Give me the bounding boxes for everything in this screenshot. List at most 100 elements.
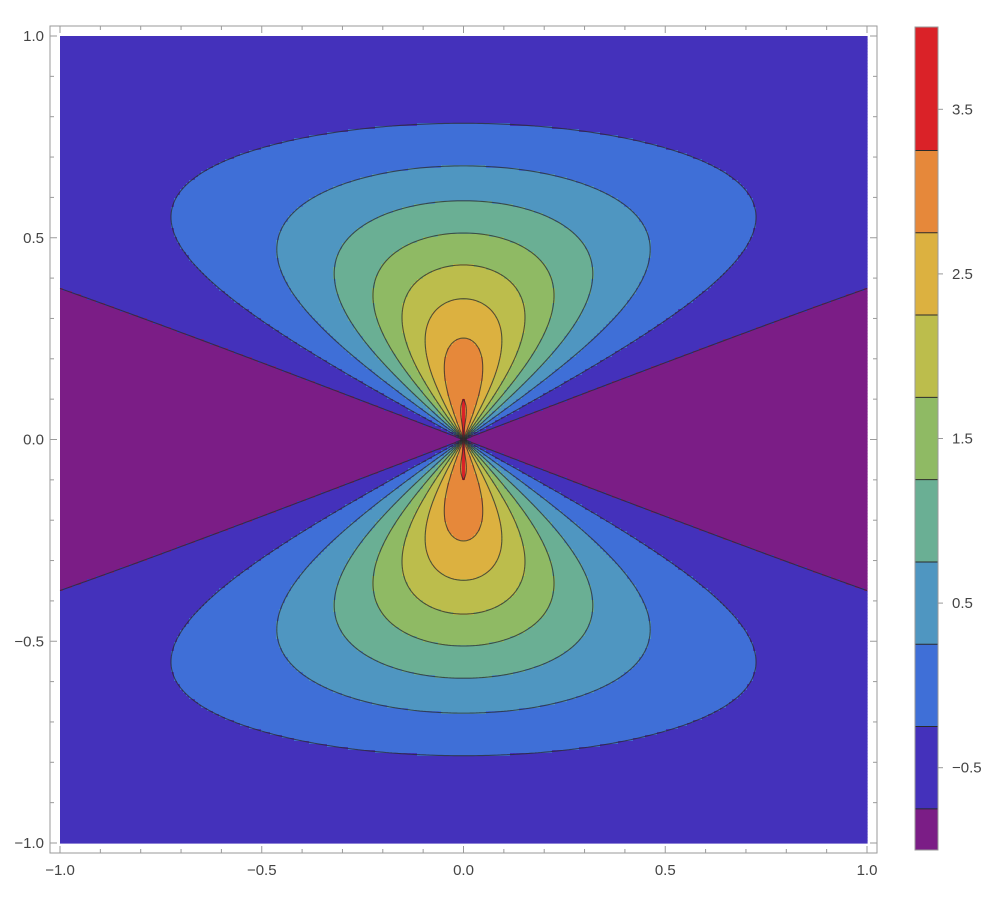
contour-band-cell bbox=[60, 678, 175, 682]
contour-band-cell bbox=[552, 126, 868, 130]
contour-band-cell bbox=[279, 639, 349, 643]
contour-band-cell bbox=[60, 567, 121, 571]
contour-band-cell bbox=[489, 402, 496, 406]
contour-band-cell bbox=[504, 498, 517, 502]
contour-band-cell bbox=[501, 354, 517, 358]
contour-band-cell bbox=[339, 390, 379, 394]
contour-band-cell bbox=[447, 423, 451, 427]
colorbar-tick-label: 1.5 bbox=[952, 431, 973, 448]
contour-band-cell bbox=[432, 402, 439, 406]
contour-band-cell bbox=[60, 69, 868, 73]
contour-band-cell bbox=[336, 366, 367, 370]
contour-band-cell bbox=[60, 510, 277, 514]
contour-band-cell bbox=[756, 216, 868, 220]
contour-band-cell bbox=[60, 450, 433, 454]
contour-band-cell bbox=[663, 321, 775, 325]
contour-band-cell bbox=[285, 279, 337, 283]
contour-band-cell bbox=[414, 474, 424, 478]
contour-band-cell bbox=[342, 633, 409, 637]
contour-band-cell bbox=[591, 612, 649, 616]
contour-band-cell bbox=[504, 474, 514, 478]
contour-band-cell bbox=[387, 258, 541, 262]
contour-band-cell bbox=[525, 330, 547, 334]
contour-band-cell bbox=[351, 180, 577, 184]
contour-band-cell bbox=[426, 396, 436, 400]
contour-band-cell bbox=[588, 342, 631, 346]
contour-band-cell bbox=[288, 216, 379, 220]
contour-band-cell bbox=[471, 435, 868, 439]
contour-band-cell bbox=[525, 321, 550, 325]
contour-band-cell bbox=[438, 414, 442, 418]
contour-band-cell bbox=[444, 420, 448, 424]
contour-band-cell bbox=[60, 498, 307, 502]
contour-band-cell bbox=[555, 219, 640, 223]
contour-band-cell bbox=[477, 447, 481, 451]
contour-band-cell bbox=[438, 411, 445, 415]
contour-band-cell bbox=[648, 639, 751, 643]
contour-band-cell bbox=[483, 411, 490, 415]
contour-band-cell bbox=[549, 321, 577, 325]
contour-band-cell bbox=[477, 474, 484, 478]
contour-band-cell bbox=[591, 597, 643, 601]
contour-band-cell bbox=[591, 255, 652, 259]
contour-band-cell bbox=[498, 390, 505, 394]
contour-band-cell bbox=[447, 495, 481, 499]
contour-band-cell bbox=[552, 600, 595, 604]
contour-band-cell bbox=[585, 531, 628, 535]
contour-band-cell bbox=[420, 501, 433, 505]
contour-band-cell bbox=[60, 159, 226, 163]
contour-band-cell bbox=[396, 501, 412, 505]
contour-band-cell bbox=[504, 390, 517, 394]
contour-band-cell bbox=[483, 456, 490, 460]
contour-band-cell bbox=[174, 198, 310, 202]
contour-band-cell bbox=[522, 333, 544, 337]
contour-band-cell bbox=[276, 510, 337, 514]
contour-band-cell bbox=[840, 579, 868, 583]
contour-band-cell bbox=[417, 366, 430, 370]
contour-band-cell bbox=[471, 537, 502, 541]
contour-band-cell bbox=[525, 309, 553, 313]
contour-band-cell bbox=[447, 381, 481, 385]
contour-band-cell bbox=[732, 264, 868, 268]
contour-band-cell bbox=[444, 513, 484, 517]
contour-band-cell bbox=[174, 231, 280, 235]
contour-band-cell bbox=[504, 486, 517, 490]
contour-band-cell bbox=[486, 450, 496, 454]
contour-band-cell bbox=[60, 222, 172, 226]
contour-band-cell bbox=[411, 351, 427, 355]
contour-band-cell bbox=[579, 639, 649, 643]
contour-band-cell bbox=[363, 225, 565, 229]
contour-band-cell bbox=[555, 348, 583, 352]
contour-band-cell bbox=[276, 366, 337, 370]
contour-band-cell bbox=[522, 492, 538, 496]
contour-band-cell bbox=[666, 147, 868, 151]
contour-band-cell bbox=[492, 480, 502, 484]
x-tick-label: 1.0 bbox=[857, 862, 878, 879]
contour-band-cell bbox=[747, 243, 868, 247]
contour-band-cell bbox=[447, 447, 451, 451]
contour-band-cell bbox=[60, 561, 139, 565]
contour-band-cell bbox=[60, 612, 196, 616]
contour-band-cell bbox=[372, 174, 556, 178]
contour-band-cell bbox=[87, 297, 232, 301]
contour-band-cell bbox=[378, 273, 427, 277]
contour-band-cell bbox=[405, 333, 427, 337]
contour-band-cell bbox=[402, 381, 415, 385]
contour-band-cell bbox=[243, 354, 316, 358]
contour-band-cell bbox=[171, 216, 289, 220]
contour-band-cell bbox=[402, 495, 415, 499]
contour-band-cell bbox=[60, 324, 163, 328]
contour-band-cell bbox=[372, 588, 412, 592]
contour-band-cell bbox=[60, 264, 196, 268]
contour-band-cell bbox=[687, 723, 868, 727]
contour-band-cell bbox=[444, 357, 484, 361]
plot-area: −1.0 −0.5 0.0 0.5 1.0 −1.0−0.50.00.51.0 bbox=[14, 25, 878, 879]
contour-band-cell bbox=[276, 630, 343, 634]
contour-band-cell bbox=[408, 345, 427, 349]
contour-band-cell bbox=[207, 708, 409, 712]
contour-band-cell bbox=[753, 645, 868, 649]
contour-band-cell bbox=[426, 351, 448, 355]
contour-band-cell bbox=[687, 573, 823, 577]
contour-band-cell bbox=[672, 561, 790, 565]
contour-band-cell bbox=[465, 426, 469, 430]
